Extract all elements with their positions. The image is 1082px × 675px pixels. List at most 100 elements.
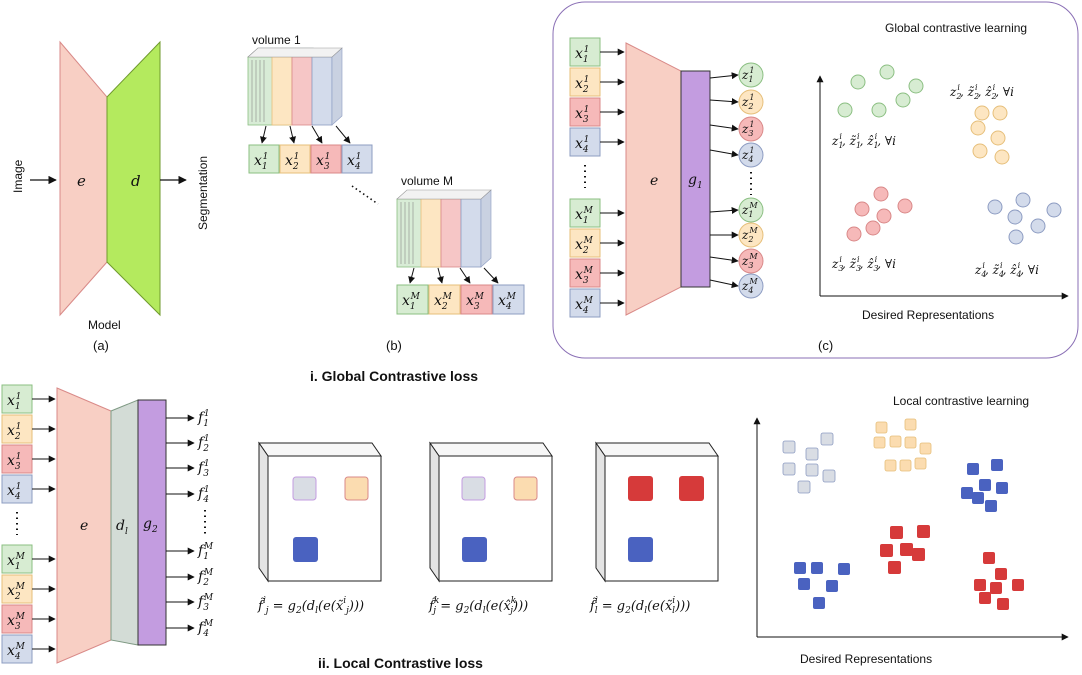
svg-text:f4M: f4M xyxy=(197,619,214,639)
volM-partition-1-label: x xyxy=(402,293,410,309)
local-projector-block xyxy=(137,399,167,646)
svg-text:x31: x31 xyxy=(575,105,589,125)
volM-partition-4 xyxy=(492,284,525,315)
decoder-label: d xyxy=(131,172,141,190)
panel-c-caption: (c) xyxy=(818,338,833,353)
cluster-red-label: z xyxy=(831,257,839,271)
global-projector-label: g xyxy=(688,172,697,188)
svg-text:f2M: f2M xyxy=(197,568,214,588)
local-gray-cluster xyxy=(782,432,836,494)
image-input-label: Image xyxy=(11,159,25,193)
svg-text:f3M: f3M xyxy=(197,593,214,613)
svg-text:x11: x11 xyxy=(7,392,21,412)
feature-cube-1: f̃ij = g2(dl(e(x̃ij))) xyxy=(257,441,382,616)
global-learning-title: Global contrastive learning xyxy=(885,21,1027,35)
svg-text:x4M: x4M xyxy=(498,292,517,312)
local-encoder-label: e xyxy=(80,518,88,534)
volumeM-label: volume M xyxy=(401,174,453,188)
svg-text:x41: x41 xyxy=(575,135,589,155)
volM-partition-3 xyxy=(460,284,493,315)
volume1-partitions: x11 x21 x31 x41 xyxy=(248,125,373,174)
global-inputs: x11 x21 x31 x41 x1M x2M x3M x4M xyxy=(569,37,625,318)
vol1-partition-2-label: x xyxy=(285,153,293,169)
local-inputs: x11 x21 x31 x41 x1M x2M x3M x4M xyxy=(1,384,56,664)
svg-text:z31: z31 xyxy=(741,120,755,138)
volume1-label: volume 1 xyxy=(252,33,301,47)
volumes-ellipsis xyxy=(351,185,379,205)
svg-text:z4i, z̃4i, ẑ4i, ∀i: z4i, z̃4i, ẑ4i, ∀i xyxy=(974,261,1039,279)
svg-text:x2M: x2M xyxy=(434,292,453,312)
model-label: Model xyxy=(88,318,121,332)
svg-text:z3i, z̃3i, ẑ3i, ∀i: z3i, z̃3i, ẑ3i, ∀i xyxy=(831,255,896,273)
volM-partition-4-label: x xyxy=(498,293,506,309)
svg-text:x41: x41 xyxy=(7,482,21,502)
volM-partition-2-label: x xyxy=(434,293,442,309)
svg-text:x3M: x3M xyxy=(466,292,485,312)
local-embedding: Local contrastive learning Desired Repre… xyxy=(753,394,1069,666)
svg-text:x11: x11 xyxy=(254,152,268,172)
cluster-green-label: z xyxy=(831,134,839,148)
svg-text:g2: g2 xyxy=(143,516,158,535)
local-decoder-label: d xyxy=(116,518,125,534)
panel-a: Image e d Segmentation Model (a) xyxy=(11,40,210,353)
vol1-partition-4 xyxy=(341,144,373,174)
volumeM-stack xyxy=(396,189,492,268)
panel-a-caption: (a) xyxy=(93,338,109,353)
volM-partition-1 xyxy=(396,284,429,315)
local-red-cluster-center xyxy=(880,525,930,574)
svg-text:x21: x21 xyxy=(7,422,21,442)
svg-text:dl: dl xyxy=(116,518,128,537)
svg-text:x31: x31 xyxy=(316,152,330,172)
svg-text:g1: g1 xyxy=(688,172,703,191)
local-learning-title: Local contrastive learning xyxy=(893,394,1029,408)
vol1-partition-3 xyxy=(310,144,342,174)
panel-b-caption: (b) xyxy=(386,338,402,353)
svg-text:z11: z11 xyxy=(741,66,755,84)
segmentation-output-label: Segmentation xyxy=(196,156,210,230)
local-blue-cluster-lower xyxy=(794,562,850,609)
local-contrastive-title: ii. Local Contrastive loss xyxy=(318,655,483,671)
svg-text:x31: x31 xyxy=(7,452,21,472)
local-network: x11 x21 x31 x41 x1M x2M x3M x4M e dl xyxy=(1,384,214,664)
svg-text:x11: x11 xyxy=(575,45,589,65)
vol1-partition-4-label: x xyxy=(347,153,355,169)
volM-partition-2 xyxy=(428,284,461,315)
volumeM-partitions: x1M x2M x3M x4M xyxy=(396,267,525,315)
local-projector-label: g xyxy=(143,516,152,532)
decoder-trapezoid xyxy=(106,40,161,317)
cluster-blue xyxy=(987,192,1062,245)
svg-text:f31: f31 xyxy=(197,459,210,479)
svg-text:f1M: f1M xyxy=(197,542,214,562)
svg-text:f̃ij = g2(dl(e(x̃ij))): f̃ij = g2(dl(e(x̃ij))) xyxy=(257,596,364,616)
svg-text:f̃il = g2(dl(e(x̃il))): f̃i l = g2(dl(e(x̃i l))) xyxy=(589,596,690,616)
svg-text:x21: x21 xyxy=(285,152,299,172)
global-z-circles: z11 z21 z31 z41 z1M z2M z3M z4M xyxy=(738,62,764,299)
vol1-partition-3-label: x xyxy=(316,153,324,169)
vol1-partition-1 xyxy=(248,144,280,174)
svg-text:z1i, z̃1i, ẑ1i, ∀i: z1i, z̃1i, ẑ1i, ∀i xyxy=(831,132,896,150)
encoder-label: e xyxy=(77,172,86,190)
svg-text:z2i, z̃2i, ẑ2i, ∀i: z2i, z̃2i, ẑ2i, ∀i xyxy=(949,83,1014,101)
feature-cube-2: f̂k j = g2(dl(e(x̂k j))) xyxy=(428,441,553,616)
cluster-red xyxy=(846,186,913,242)
global-contrastive-title: i. Global Contrastive loss xyxy=(310,368,478,384)
local-yellow-cluster xyxy=(873,418,932,472)
svg-text:f̂kj = g2(dl(e(x̂kj))): f̂k j = g2(dl(e(x̂k j))) xyxy=(428,596,528,616)
cluster-yellow-label: z xyxy=(949,85,957,99)
svg-text:f41: f41 xyxy=(197,485,210,505)
local-outputs xyxy=(166,414,206,632)
svg-text:z41: z41 xyxy=(741,146,755,164)
svg-text:x21: x21 xyxy=(575,75,589,95)
local-red-cluster-right xyxy=(974,552,1024,610)
vol1-partition-1-label: x xyxy=(254,153,262,169)
local-blue-cluster-upper xyxy=(961,459,1008,512)
vol1-partition-2 xyxy=(279,144,311,174)
global-projector-block xyxy=(680,70,711,288)
panel-c-frame xyxy=(552,1,1079,359)
volM-partition-3-label: x xyxy=(466,293,474,309)
local-f-labels: f11 f21 f31 f41 f1M f2M f3M f4M xyxy=(197,409,214,639)
cluster-green xyxy=(837,64,924,118)
panel-c: Global contrastive learning x11 x21 x31 … xyxy=(552,1,1079,359)
global-x-axis-label: Desired Representations xyxy=(862,308,994,322)
local-x-axis-label: Desired Representations xyxy=(800,652,932,666)
